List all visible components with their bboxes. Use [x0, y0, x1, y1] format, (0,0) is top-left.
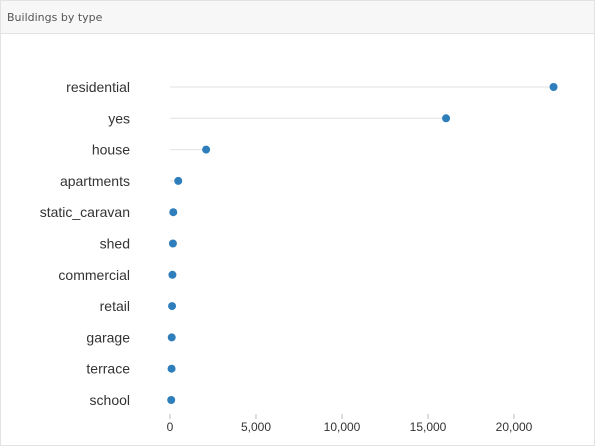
dot-commercial[interactable]	[168, 270, 177, 279]
category-label-terrace: terrace	[86, 361, 130, 377]
x-axis: 0 5,000 10,000 15,000 20,000	[167, 414, 533, 434]
dot-yes[interactable]	[442, 114, 451, 123]
dot-school[interactable]	[167, 396, 176, 404]
category-label-apartments: apartments	[60, 173, 130, 189]
stems-layer	[170, 86, 554, 401]
category-label-yes: yes	[108, 110, 130, 126]
dot-residential[interactable]	[549, 83, 558, 91]
category-label-school: school	[90, 392, 130, 408]
category-label-residential: residential	[66, 79, 130, 95]
category-label-commercial: commercial	[58, 267, 130, 283]
panel-title: Buildings by type	[7, 11, 103, 24]
category-label-retail: retail	[100, 298, 130, 314]
category-label-garage: garage	[86, 329, 130, 345]
x-tick-label: 5,000	[241, 420, 271, 434]
x-tick-label: 20,000	[496, 420, 533, 434]
category-labels: residential yes house apartments static_cara…	[40, 79, 130, 408]
x-tick-label: 15,000	[410, 420, 447, 434]
dot-garage[interactable]	[167, 333, 176, 342]
panel-header: Buildings by type	[1, 1, 594, 34]
x-tick-label: 10,000	[324, 420, 361, 434]
dot-shed[interactable]	[168, 239, 177, 248]
category-label-house: house	[92, 142, 130, 158]
category-label-static_caravan: static_caravan	[40, 204, 130, 220]
dot-house[interactable]	[202, 145, 211, 154]
buildings-by-type-chart: residential yes house apartments static_cara…	[40, 79, 558, 434]
x-tick-label: 0	[167, 420, 174, 434]
dot-apartments[interactable]	[174, 176, 183, 185]
dot-terrace[interactable]	[167, 364, 176, 373]
dot-static_caravan[interactable]	[169, 208, 178, 217]
category-label-shed: shed	[100, 236, 130, 252]
dot-retail[interactable]	[168, 302, 177, 311]
dots-layer	[167, 83, 558, 404]
